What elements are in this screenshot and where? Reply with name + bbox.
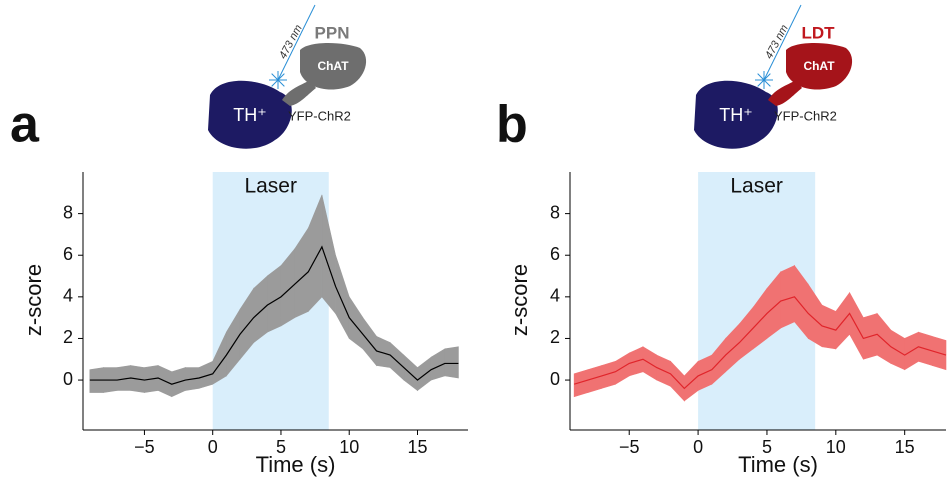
target-label: TH⁺ xyxy=(719,105,753,125)
y-tick-label: 2 xyxy=(63,327,73,347)
error-band xyxy=(890,329,905,371)
construct-label: YFP-ChR2 xyxy=(774,108,837,123)
error-band xyxy=(417,356,432,392)
neuron-body xyxy=(300,43,367,90)
neuron-label: ChAT xyxy=(317,59,349,73)
error-band xyxy=(615,352,630,385)
error-band xyxy=(835,291,850,350)
neuron-label: ChAT xyxy=(803,59,835,73)
neuron-body xyxy=(786,43,853,90)
laser-fiber xyxy=(763,4,802,81)
x-tick-label: 15 xyxy=(895,437,915,457)
y-tick-label: 2 xyxy=(550,327,560,347)
neuron-body xyxy=(694,80,778,149)
y-tick-label: 8 xyxy=(63,202,73,222)
y-tick-label: 6 xyxy=(550,244,560,264)
region-label: PPN xyxy=(315,23,350,42)
y-tick-label: 6 xyxy=(63,244,73,264)
x-tick-label: 5 xyxy=(276,437,286,457)
error-band xyxy=(876,312,892,364)
x-tick-label: 0 xyxy=(693,437,703,457)
y-tick-label: 4 xyxy=(550,286,560,306)
laser-spark xyxy=(271,73,279,81)
error-band xyxy=(362,316,377,367)
laser-spark xyxy=(757,79,765,87)
x-tick-label: 15 xyxy=(407,437,427,457)
neuron-terminal xyxy=(768,80,802,106)
error-band xyxy=(444,346,459,379)
error-band xyxy=(348,295,364,350)
region-label: LDT xyxy=(801,23,835,42)
laser-label: Laser xyxy=(244,175,297,198)
laser-spark xyxy=(277,79,285,87)
x-tick-label: 0 xyxy=(208,437,218,457)
construct-label: YFP-ChR2 xyxy=(288,108,351,123)
y-tick-label: 4 xyxy=(63,286,73,306)
x-tick-label: −5 xyxy=(134,437,155,457)
laser-spark xyxy=(757,73,765,81)
y-axis-label: z-score xyxy=(21,264,46,336)
y-tick-label: 8 xyxy=(550,202,560,222)
neuron-body xyxy=(208,80,292,149)
laser-spark xyxy=(277,73,285,81)
neuron-terminal xyxy=(282,80,316,106)
mean-line xyxy=(573,296,947,390)
laser-fiber xyxy=(277,4,316,81)
error-band xyxy=(403,354,418,392)
laser-spark xyxy=(763,73,771,81)
x-axis-label: Time (s) xyxy=(738,452,818,477)
panel-label: b xyxy=(496,96,528,154)
laser-spark xyxy=(271,79,279,87)
mean-line xyxy=(89,245,459,385)
x-tick-label: 10 xyxy=(826,437,846,457)
error-band xyxy=(684,360,699,402)
panel-label: a xyxy=(10,96,40,154)
target-label: TH⁺ xyxy=(233,105,267,125)
error-band xyxy=(267,265,282,333)
y-axis-label: z-score xyxy=(507,264,532,336)
laser-spark xyxy=(763,79,771,87)
x-tick-label: 10 xyxy=(339,437,359,457)
x-tick-label: 5 xyxy=(762,437,772,457)
laser-label: Laser xyxy=(730,175,783,198)
x-tick-label: −5 xyxy=(619,437,640,457)
x-axis-label: Time (s) xyxy=(256,452,336,477)
y-tick-label: 0 xyxy=(550,369,560,389)
y-tick-label: 0 xyxy=(63,369,73,389)
error-band xyxy=(335,255,350,339)
